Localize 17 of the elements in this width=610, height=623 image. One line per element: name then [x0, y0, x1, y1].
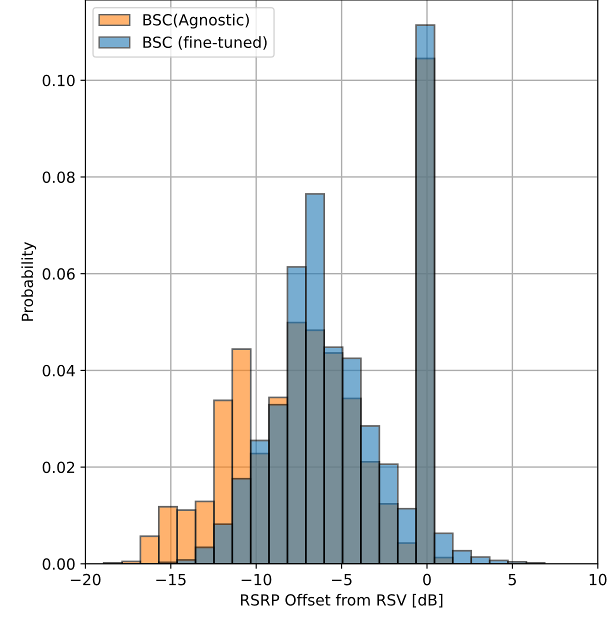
y-tick-label: 0.02: [42, 462, 74, 474]
x-tick-label: −15: [156, 574, 186, 586]
x-axis-title: RSRP Offset from RSV [dB]: [241, 594, 442, 608]
y-tick-label: 0.04: [42, 364, 75, 376]
x-tick-label: 10: [590, 574, 607, 586]
x-tick-label: 5: [508, 574, 516, 586]
y-axis-title: Probability: [21, 242, 36, 321]
y-tick-label: 0.00: [42, 558, 75, 570]
legend-label: BSC(Agnostic): [143, 14, 249, 29]
y-tick-label: 0.10: [42, 74, 75, 86]
legend-label: BSC (fine-tuned): [143, 36, 267, 50]
y-tick-label: 0.08: [42, 171, 75, 183]
x-tick-label: −20: [70, 574, 101, 586]
x-tick-label: −10: [242, 574, 272, 586]
y-tick-label: 0.06: [42, 268, 75, 280]
x-tick-label: 0: [423, 574, 431, 586]
x-tick-label: −5: [332, 574, 352, 586]
